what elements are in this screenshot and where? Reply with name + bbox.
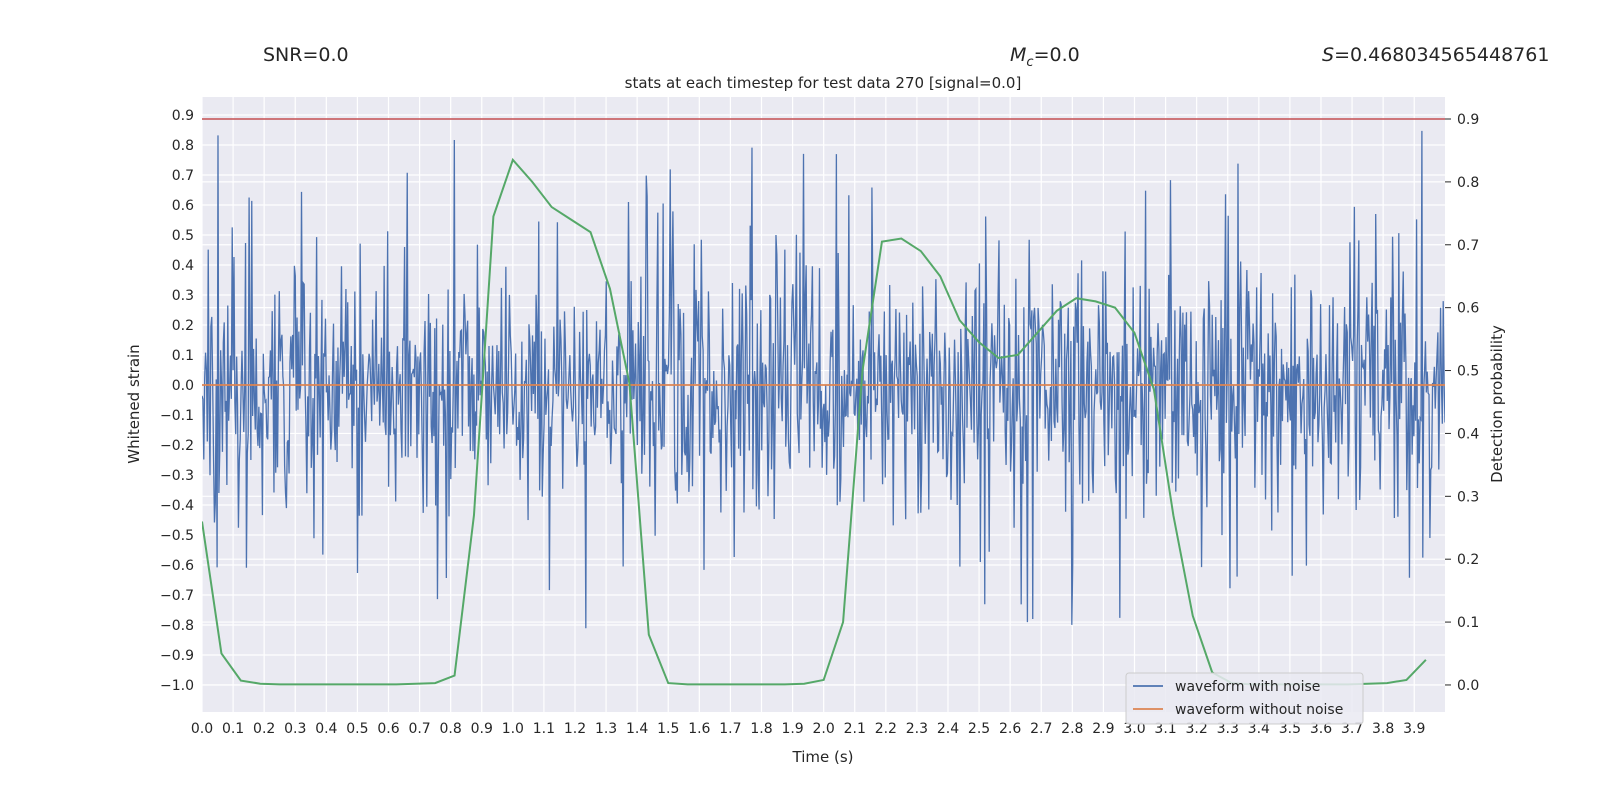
x-tick-label: 3.2 [1186, 721, 1208, 737]
x-axis-ticks: 0.0 0.1 0.2 0.3 0.4 0.5 0.6 0.7 0.8 0.9 1.0 1.1 1.2 1… [191, 721, 1425, 737]
snr-text: SNR=0.0 [263, 44, 349, 66]
chirp-mass-text: Mc=0.0 [1010, 44, 1080, 70]
x-tick-label: 1.6 [688, 721, 710, 737]
chirp-mass-value: =0.0 [1034, 44, 1080, 66]
x-tick-label: 2.5 [968, 721, 990, 737]
y-tick-label: −0.5 [160, 528, 194, 544]
y-tick-label: 0.8 [172, 138, 194, 154]
x-tick-label: 3.9 [1403, 721, 1425, 737]
y2-tick-label: 0.4 [1457, 426, 1479, 442]
y2-tick-label: 0.3 [1457, 489, 1479, 505]
x-tick-label: 1.7 [719, 721, 741, 737]
x-tick-label: 3.3 [1217, 721, 1239, 737]
x-tick-label: 3.6 [1310, 721, 1332, 737]
x-tick-label: 1.3 [595, 721, 617, 737]
score-value: =0.468034565448761 [1334, 44, 1549, 66]
legend: waveform with noise waveform without noi… [1125, 672, 1364, 725]
x-tick-label: 1.9 [781, 721, 803, 737]
x-tick-label: 0.6 [377, 721, 399, 737]
y-tick-label: −0.9 [160, 648, 194, 664]
x-tick-label: 3.7 [1341, 721, 1363, 737]
y2-tick-label: 0.2 [1457, 552, 1479, 568]
x-tick-label: 0.3 [284, 721, 306, 737]
x-tick-label: 3.0 [1123, 721, 1145, 737]
y-tick-label: 0.0 [172, 378, 194, 394]
y-tick-label: −0.4 [160, 498, 194, 514]
x-tick-label: 0.9 [471, 721, 493, 737]
score-text: S=0.468034565448761 [1322, 44, 1549, 66]
x-tick-label: 0.1 [222, 721, 244, 737]
x-tick-label: 1.2 [564, 721, 586, 737]
legend-box [1125, 672, 1364, 725]
y2-tick-label: 0.5 [1457, 364, 1479, 380]
score-symbol: S [1322, 44, 1334, 66]
x-tick-label: 1.0 [502, 721, 524, 737]
y-tick-label: 0.6 [172, 198, 194, 214]
y-tick-label: 0.2 [172, 318, 194, 334]
y2-tick-label: 0.1 [1457, 615, 1479, 631]
x-tick-label: 0.7 [408, 721, 430, 737]
chirp-mass-subscript: c [1026, 55, 1033, 70]
chart-header: SNR=0.0 Mc=0.0 S=0.468034565448761 stats… [263, 44, 1549, 92]
x-tick-label: 0.8 [440, 721, 462, 737]
y2-axis-ticks: 0.9 0.8 0.7 0.6 0.5 0.4 0.3 0.2 0.1 0.0 [1445, 112, 1479, 694]
x-tick-label: 3.4 [1248, 721, 1270, 737]
y2-tick-label: 0.8 [1457, 175, 1479, 191]
x-tick-label: 3.8 [1372, 721, 1394, 737]
y-tick-label: −1.0 [160, 678, 194, 694]
x-tick-label: 3.1 [1154, 721, 1176, 737]
y-tick-label: 0.3 [172, 288, 194, 304]
y-tick-label: −0.6 [160, 558, 194, 574]
y-tick-label: 0.9 [172, 108, 194, 124]
x-tick-label: 1.1 [533, 721, 555, 737]
x-tick-label: 2.7 [1030, 721, 1052, 737]
x-tick-label: 0.5 [346, 721, 368, 737]
y-axis-ticks: 0.9 0.8 0.7 0.6 0.5 0.4 0.3 0.2 0.1 0.0 −0.1 −0.2 −0… [160, 108, 194, 694]
x-tick-label: 2.4 [937, 721, 959, 737]
y2-tick-label: 0.9 [1457, 112, 1479, 128]
x-tick-label: 0.4 [315, 721, 337, 737]
y2-tick-label: 0.0 [1457, 678, 1479, 694]
x-tick-label: 2.9 [1092, 721, 1114, 737]
y-tick-label: −0.7 [160, 588, 194, 604]
y-axis-label: Whitened strain [125, 344, 143, 463]
x-tick-label: 1.8 [750, 721, 772, 737]
x-tick-label: 2.0 [813, 721, 835, 737]
chart-title: stats at each timestep for test data 270… [625, 74, 1022, 92]
x-tick-label: 2.8 [1061, 721, 1083, 737]
y-tick-label: −0.3 [160, 468, 194, 484]
x-tick-label: 2.2 [875, 721, 897, 737]
y2-tick-label: 0.6 [1457, 301, 1479, 317]
y-tick-label: 0.4 [172, 258, 194, 274]
y2-tick-label: 0.7 [1457, 238, 1479, 254]
y-tick-label: 0.5 [172, 228, 194, 244]
x-axis-label: Time (s) [792, 748, 854, 766]
y-tick-label: −0.1 [160, 408, 194, 424]
chirp-mass-symbol: M [1010, 44, 1026, 66]
x-tick-label: 2.6 [999, 721, 1021, 737]
y-tick-label: −0.8 [160, 618, 194, 634]
x-tick-label: 0.0 [191, 721, 213, 737]
x-tick-label: 1.5 [657, 721, 679, 737]
legend-label-clean: waveform without noise [1175, 702, 1343, 718]
series-waveform-with-noise [202, 130, 1445, 629]
x-tick-label: 3.5 [1279, 721, 1301, 737]
y2-axis-label: Detection probability [1488, 325, 1506, 483]
legend-label-noise: waveform with noise [1175, 679, 1320, 695]
x-tick-label: 0.2 [253, 721, 275, 737]
y-tick-label: 0.7 [172, 168, 194, 184]
y-tick-label: −0.2 [160, 438, 194, 454]
x-tick-label: 2.1 [844, 721, 866, 737]
x-tick-label: 1.4 [626, 721, 648, 737]
y-tick-label: 0.1 [172, 348, 194, 364]
x-tick-label: 2.3 [906, 721, 928, 737]
